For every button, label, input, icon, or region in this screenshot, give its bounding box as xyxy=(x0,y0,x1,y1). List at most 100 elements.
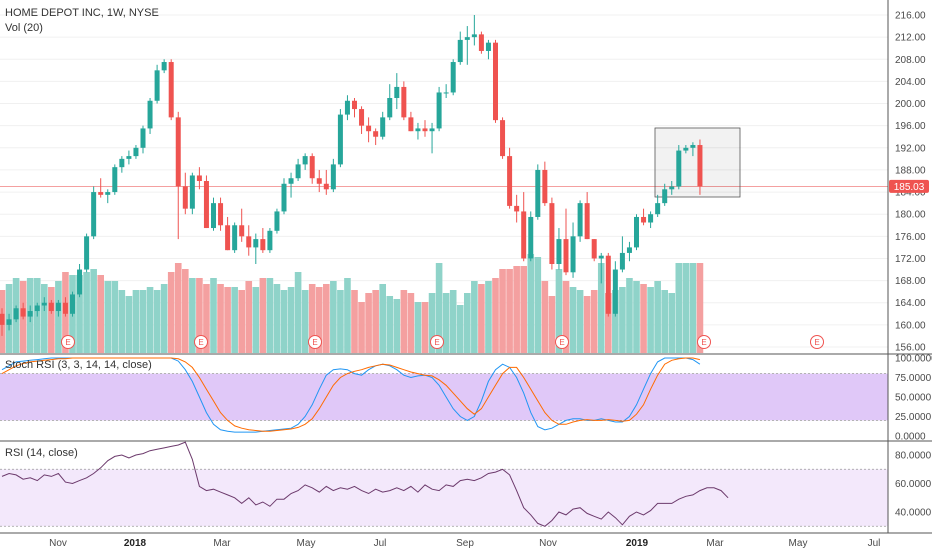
rsi-axis[interactable]: 80.0000 60.0000 40.0000 xyxy=(895,451,932,519)
candlestick-series xyxy=(0,15,703,336)
volume-bar xyxy=(55,281,62,353)
candle xyxy=(528,211,534,262)
volume-bar xyxy=(104,281,112,353)
time-axis[interactable]: Nov 2018 Mar May Jul Sep Nov 2019 Mar May Jul xyxy=(49,538,880,549)
earnings-marker: E xyxy=(555,335,569,349)
volume-bar xyxy=(76,275,83,353)
symbol-title: HOME DEPOT INC, 1W, NYSE xyxy=(5,7,159,19)
candle xyxy=(373,128,379,146)
earnings-marker: E xyxy=(697,335,711,349)
volume-bar xyxy=(132,290,140,353)
volume-bar xyxy=(365,293,372,353)
candle xyxy=(147,98,153,134)
candle xyxy=(634,214,639,251)
volume-bar xyxy=(654,281,661,353)
candle xyxy=(450,59,456,96)
candle xyxy=(521,192,527,262)
candle xyxy=(20,302,26,320)
candle xyxy=(218,197,224,231)
volume-bar xyxy=(224,287,231,353)
candle xyxy=(584,192,590,240)
stoch-rsi-band xyxy=(0,373,888,421)
candle xyxy=(549,197,555,270)
svg-text:E: E xyxy=(814,338,819,347)
candle xyxy=(641,208,647,226)
rsi-axis-label: 60.0000 xyxy=(895,479,932,490)
candle xyxy=(330,158,336,193)
candle xyxy=(196,167,202,190)
volume-bar xyxy=(48,287,55,353)
candle xyxy=(394,73,400,110)
volume-bar xyxy=(351,290,358,353)
volume-bar xyxy=(90,269,97,353)
volume-bar xyxy=(203,284,210,353)
candle xyxy=(119,156,125,173)
price-axis-label: 204.00 xyxy=(895,77,926,88)
volume-bar xyxy=(280,290,288,353)
candle xyxy=(13,305,19,323)
candle xyxy=(471,15,477,46)
candle xyxy=(232,222,238,253)
volume-bar xyxy=(83,272,90,353)
volume-bar xyxy=(661,290,668,353)
candle xyxy=(246,225,252,256)
candle xyxy=(253,233,259,264)
rsi-axis-label: 80.0000 xyxy=(895,451,932,462)
volume-bar xyxy=(435,263,443,353)
volume-bar xyxy=(210,278,217,353)
candle xyxy=(577,200,583,242)
volume-bar xyxy=(421,302,429,353)
stoch-rsi-label: Stoch RSI (3, 3, 14, 14, close) xyxy=(5,359,152,371)
candle xyxy=(161,59,167,74)
candle xyxy=(493,39,498,123)
price-axis-label: 172.00 xyxy=(895,254,926,265)
volume-bar xyxy=(506,269,513,353)
volume-bar xyxy=(569,287,577,353)
candle xyxy=(77,264,83,298)
price-axis[interactable]: 216.00 212.00 208.00 204.00 200.00 196.00 192.… xyxy=(895,11,926,354)
candle xyxy=(563,208,569,276)
candle xyxy=(126,150,132,165)
price-axis-label: 164.00 xyxy=(895,298,926,309)
volume-bar xyxy=(379,284,386,353)
candle xyxy=(542,161,548,206)
volume-bar xyxy=(492,278,499,353)
rsi-band xyxy=(0,469,888,527)
volume-bar xyxy=(273,284,281,353)
volume-bar xyxy=(576,290,584,353)
volume-bar xyxy=(182,269,189,353)
candle xyxy=(626,241,632,262)
candle xyxy=(337,109,343,168)
volume-bar xyxy=(605,293,612,353)
candle xyxy=(556,228,562,270)
svg-text:E: E xyxy=(434,338,439,347)
candle xyxy=(0,308,5,336)
volume-bar xyxy=(534,257,542,353)
time-axis-label: May xyxy=(789,538,808,549)
candle xyxy=(27,305,33,323)
candle xyxy=(697,139,703,195)
volume-bar xyxy=(619,287,626,353)
candle xyxy=(570,222,576,278)
volume-bar xyxy=(308,284,316,353)
volume-bar xyxy=(548,296,556,353)
candle xyxy=(239,208,245,242)
svg-text:E: E xyxy=(559,338,564,347)
candle xyxy=(366,117,372,143)
volume-bar xyxy=(555,269,563,353)
earnings-marker: E xyxy=(308,335,322,349)
volume-bar xyxy=(471,281,478,353)
stoch-rsi-axis[interactable]: 100.0000 75.0000 50.0000 25.0000 0.0000 xyxy=(895,354,932,443)
volume-bar xyxy=(449,290,457,353)
volume-bar xyxy=(647,287,654,353)
candle xyxy=(140,125,146,154)
current-price-value: 185.03 xyxy=(894,182,925,193)
candle xyxy=(591,239,597,262)
volume-bar xyxy=(160,284,168,353)
price-axis-label: 156.00 xyxy=(895,343,926,354)
candle xyxy=(189,172,195,215)
volume-bar xyxy=(583,296,591,353)
volume-bar xyxy=(612,290,619,353)
